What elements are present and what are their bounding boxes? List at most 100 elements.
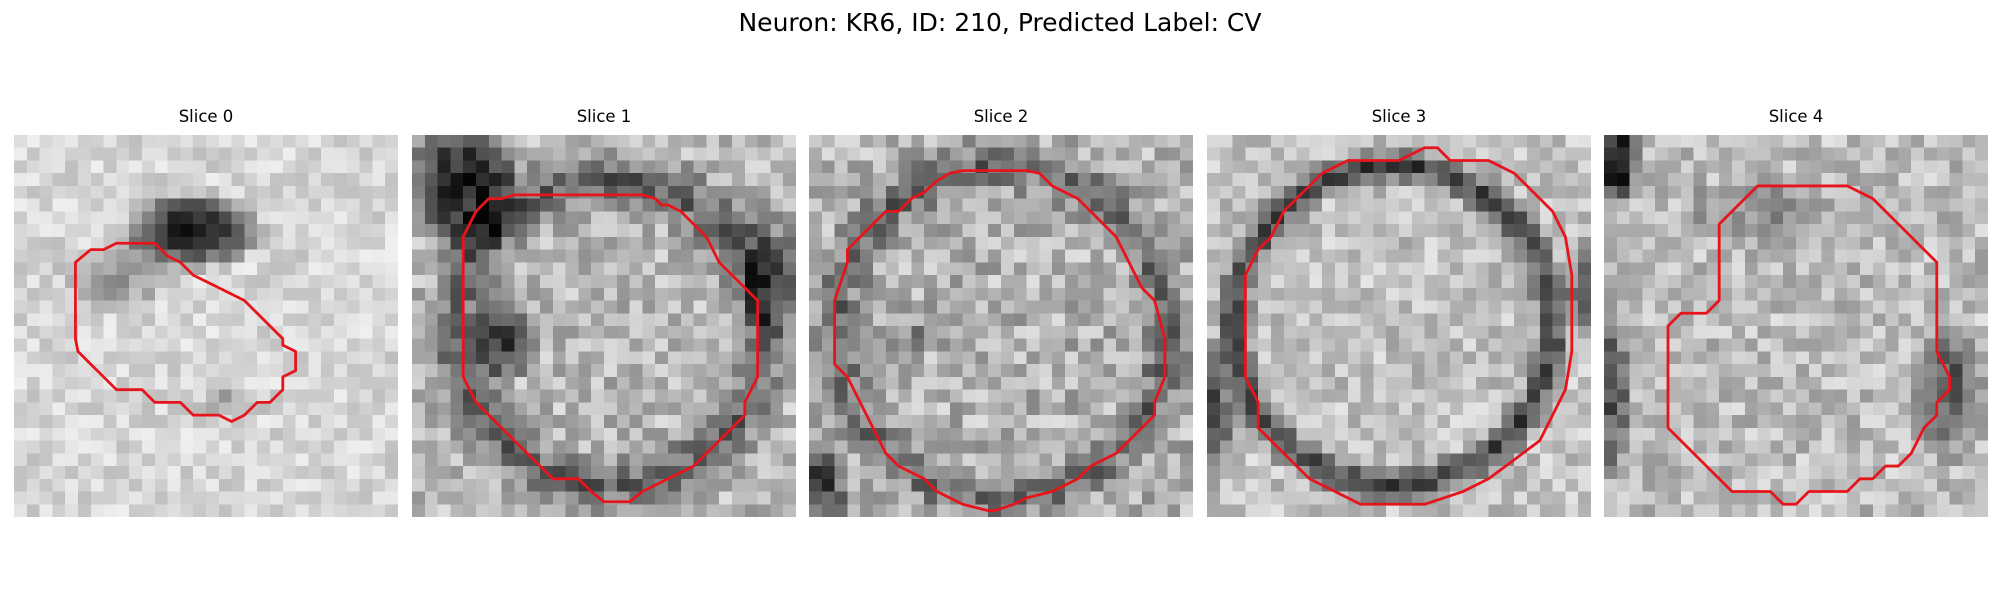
image-pixel xyxy=(988,402,1002,416)
image-pixel xyxy=(719,300,733,314)
image-pixel xyxy=(282,478,296,492)
image-pixel xyxy=(1309,453,1323,467)
image-pixel xyxy=(26,275,40,289)
image-pixel xyxy=(116,198,130,212)
image-pixel xyxy=(540,211,554,225)
image-pixel xyxy=(1514,300,1528,314)
image-pixel xyxy=(706,427,720,441)
image-pixel xyxy=(1360,440,1374,454)
image-pixel xyxy=(1770,466,1784,480)
image-pixel xyxy=(231,262,245,276)
image-pixel xyxy=(1757,211,1771,225)
image-pixel xyxy=(1309,440,1323,454)
image-pixel xyxy=(1949,376,1963,390)
image-pixel xyxy=(1271,326,1285,339)
image-pixel xyxy=(231,326,245,339)
image-pixel xyxy=(1347,415,1361,429)
image-pixel xyxy=(937,147,951,161)
image-pixel xyxy=(1885,313,1899,327)
image-pixel xyxy=(231,173,245,187)
image-pixel xyxy=(1399,236,1413,250)
image-pixel xyxy=(1668,491,1682,505)
image-pixel xyxy=(1783,453,1797,467)
image-pixel xyxy=(1680,287,1694,301)
image-pixel xyxy=(1475,415,1489,429)
image-pixel xyxy=(1090,440,1104,454)
image-pixel xyxy=(450,224,464,238)
image-pixel xyxy=(1924,287,1938,301)
image-pixel xyxy=(1962,402,1976,416)
image-pixel xyxy=(78,275,92,289)
image-pixel xyxy=(385,504,398,517)
image-pixel xyxy=(924,440,938,454)
image-pixel xyxy=(604,453,618,467)
image-pixel xyxy=(719,364,733,378)
image-pixel xyxy=(1141,185,1155,199)
image-pixel xyxy=(1001,262,1015,276)
image-pixel xyxy=(1757,440,1771,454)
image-pixel xyxy=(1180,173,1193,187)
image-pixel xyxy=(924,389,938,403)
image-pixel xyxy=(1924,338,1938,352)
image-pixel xyxy=(1026,313,1040,327)
image-pixel xyxy=(295,478,309,492)
image-pixel xyxy=(1335,313,1349,327)
image-pixel xyxy=(527,300,541,314)
image-pixel xyxy=(244,262,258,276)
image-pixel xyxy=(1296,440,1310,454)
image-pixel xyxy=(1616,211,1630,225)
image-pixel xyxy=(1885,249,1899,263)
image-pixel xyxy=(1219,224,1233,238)
image-pixel xyxy=(65,466,79,480)
image-pixel xyxy=(1847,376,1861,390)
image-pixel xyxy=(1872,300,1886,314)
image-pixel xyxy=(39,326,53,339)
image-pixel xyxy=(1475,453,1489,467)
image-pixel xyxy=(1283,376,1297,390)
image-pixel xyxy=(1847,427,1861,441)
image-pixel xyxy=(642,466,656,480)
image-pixel xyxy=(1604,338,1618,352)
image-pixel xyxy=(924,236,938,250)
image-pixel xyxy=(1872,135,1886,148)
image-pixel xyxy=(52,249,66,263)
image-pixel xyxy=(962,466,976,480)
image-pixel xyxy=(604,389,618,403)
image-pixel xyxy=(514,300,528,314)
image-pixel xyxy=(1399,427,1413,441)
image-pixel xyxy=(488,224,502,238)
image-pixel xyxy=(898,338,912,352)
image-pixel xyxy=(1655,147,1669,161)
image-pixel xyxy=(1141,173,1155,187)
image-pixel xyxy=(476,466,490,480)
image-pixel xyxy=(180,415,194,429)
image-pixel xyxy=(680,478,694,492)
image-pixel xyxy=(270,491,284,505)
image-pixel xyxy=(1539,491,1553,505)
image-pixel xyxy=(1103,389,1117,403)
image-pixel xyxy=(167,504,181,517)
image-pixel xyxy=(385,478,398,492)
image-pixel xyxy=(1693,376,1707,390)
image-pixel xyxy=(244,453,258,467)
image-pixel xyxy=(282,351,296,365)
image-pixel xyxy=(1770,135,1784,148)
image-pixel xyxy=(744,313,758,327)
image-pixel xyxy=(1744,453,1758,467)
image-pixel xyxy=(1924,453,1938,467)
image-pixel xyxy=(180,275,194,289)
image-pixel xyxy=(154,300,168,314)
image-pixel xyxy=(65,415,79,429)
image-pixel xyxy=(463,338,477,352)
image-pixel xyxy=(1347,224,1361,238)
image-pixel xyxy=(1719,491,1733,505)
image-pixel xyxy=(962,135,976,148)
image-pixel xyxy=(1360,389,1374,403)
image-pixel xyxy=(488,504,502,517)
image-pixel xyxy=(949,249,963,263)
image-pixel xyxy=(719,135,733,148)
image-pixel xyxy=(1539,504,1553,517)
image-pixel xyxy=(1488,376,1502,390)
image-pixel xyxy=(719,236,733,250)
image-pixel xyxy=(873,478,887,492)
